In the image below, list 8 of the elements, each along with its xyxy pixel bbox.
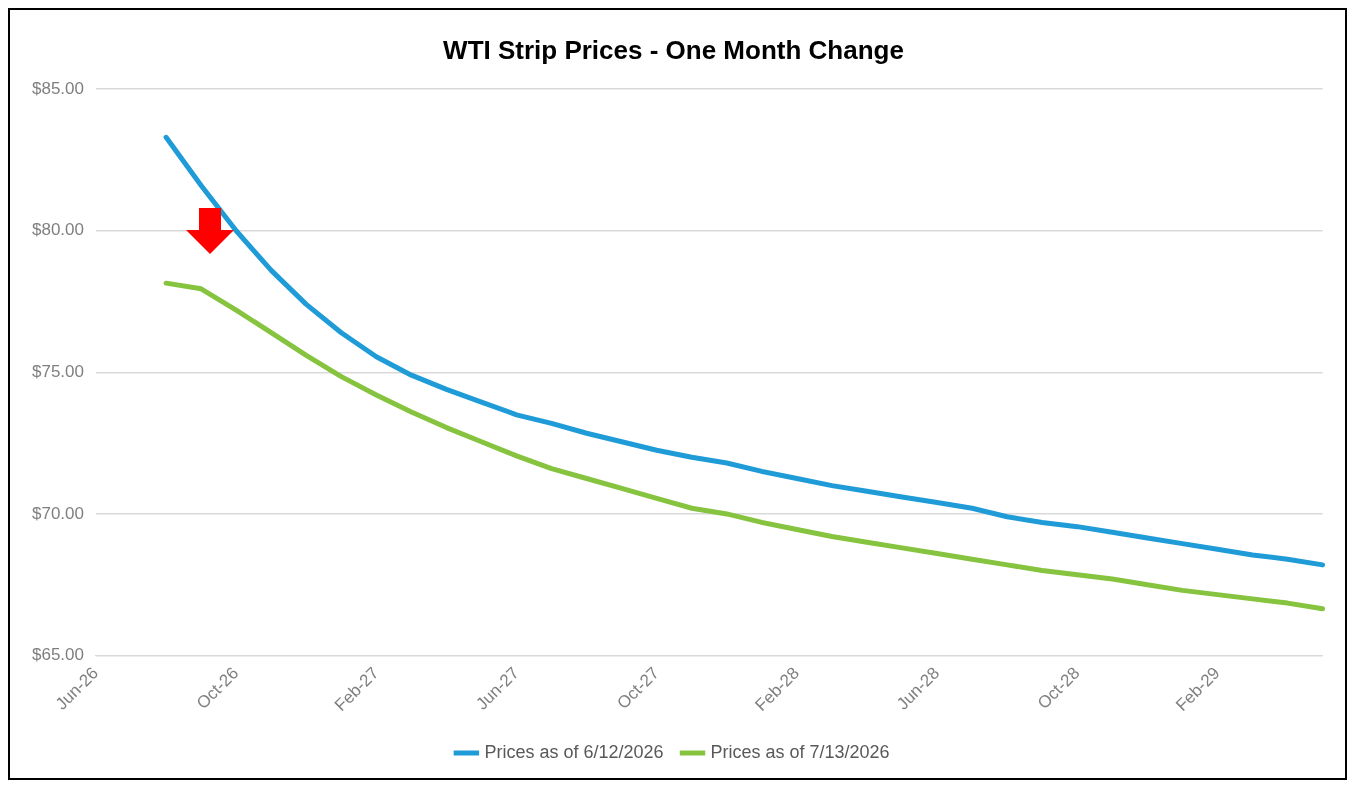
y-tick-label: $75.00 — [32, 362, 84, 382]
chart-title: WTI Strip Prices - One Month Change — [443, 34, 904, 65]
y-tick-label: $85.00 — [32, 78, 84, 98]
legend-label: Prices as of 6/12/2026 — [484, 741, 664, 762]
y-tick-label: $65.00 — [32, 645, 84, 665]
y-tick-label: $70.00 — [32, 503, 84, 523]
y-tick-label: $80.00 — [32, 220, 84, 240]
legend-label: Prices as of 7/13/2026 — [710, 741, 890, 762]
